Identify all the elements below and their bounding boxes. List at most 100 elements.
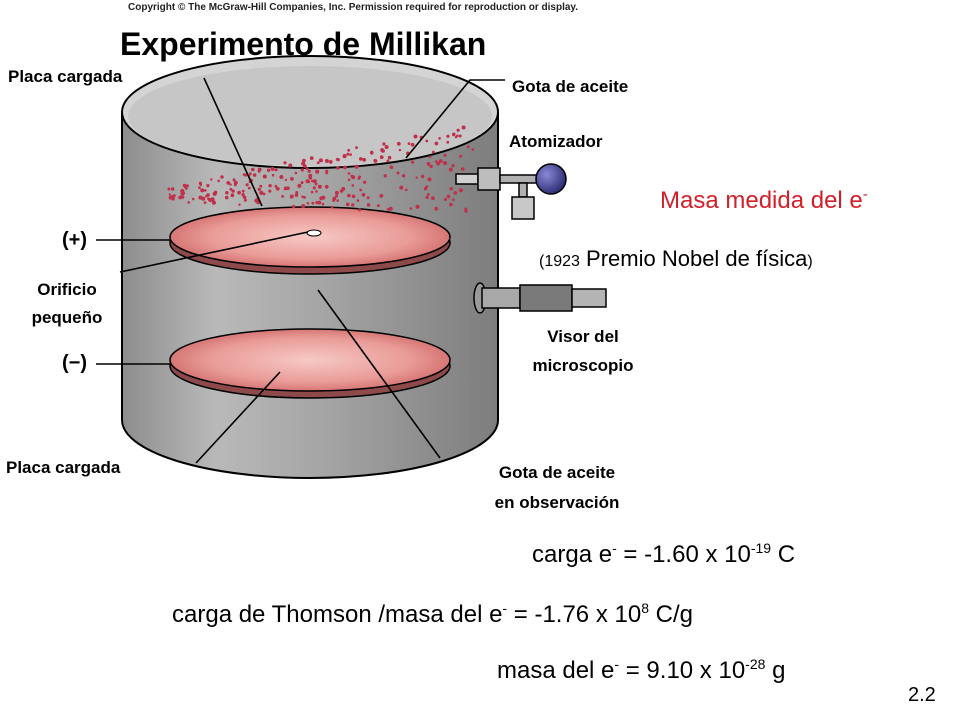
oil-droplet: [274, 184, 278, 188]
oil-droplet: [464, 209, 468, 213]
oil-droplet: [461, 167, 465, 171]
oil-droplet: [315, 190, 318, 193]
formula-mass-b: = 9.10 x 10: [619, 657, 746, 684]
oil-droplet: [434, 141, 439, 146]
upper-plate: [169, 206, 451, 268]
oil-droplet: [305, 179, 310, 184]
formula-charge-a: carga e: [532, 541, 613, 568]
oil-droplet: [446, 140, 450, 144]
oil-droplet: [446, 134, 450, 138]
oil-droplet: [328, 160, 333, 164]
formula-charge: carga e- = -1.60 x 10-19 C: [532, 540, 795, 569]
oil-droplet: [301, 195, 305, 199]
formula-thomson: carga de Thomson /masa del e- = -1.76 x …: [172, 600, 693, 629]
label-charged-plate-bottom: Placa cargada: [6, 458, 121, 477]
oil-droplet: [168, 193, 171, 196]
oil-droplet: [279, 175, 284, 179]
oil-droplet: [456, 134, 459, 138]
oil-droplet: [172, 194, 176, 198]
oil-droplet: [379, 155, 384, 160]
mass-measured-heading: Masa medida del e-: [660, 186, 868, 215]
oil-droplet: [310, 190, 314, 194]
formula-charge-b: = -1.60 x 10: [616, 541, 751, 568]
oil-droplet: [361, 192, 366, 197]
oil-droplet: [451, 164, 455, 168]
oil-droplet: [409, 207, 413, 210]
oil-droplet: [383, 174, 387, 178]
oil-droplet: [180, 191, 184, 196]
oil-droplet: [459, 154, 463, 158]
oil-droplet: [217, 179, 220, 183]
oil-droplet: [317, 184, 322, 189]
oil-droplet: [171, 187, 175, 191]
formula-thomson-c: C/g: [648, 601, 693, 628]
formula-thomson-a: carga de Thomson /masa del e: [172, 601, 503, 628]
oil-droplet: [312, 186, 316, 190]
oil-droplet: [241, 189, 245, 193]
oil-droplet: [356, 199, 360, 202]
oil-droplet: [380, 148, 384, 152]
oil-droplet: [252, 173, 257, 177]
oil-droplet: [207, 197, 210, 201]
oil-droplet: [342, 154, 347, 159]
oil-droplet: [300, 181, 304, 185]
oil-droplet: [306, 202, 310, 205]
oil-droplet: [283, 186, 288, 191]
oil-droplet: [180, 188, 185, 194]
oil-droplet: [241, 193, 245, 197]
oil-droplet: [366, 196, 370, 200]
oil-droplet: [257, 167, 262, 172]
oil-droplet: [421, 174, 425, 179]
oil-droplet: [198, 186, 201, 189]
oil-droplet: [359, 157, 363, 161]
oil-droplet: [294, 193, 299, 197]
oil-droplet: [448, 167, 453, 172]
oil-droplet: [225, 191, 229, 195]
oil-droplet: [334, 190, 339, 195]
oil-droplet: [335, 157, 339, 161]
oil-droplet: [191, 197, 195, 201]
oil-droplet: [297, 183, 302, 188]
oil-droplet: [198, 181, 202, 185]
oil-droplet: [386, 159, 390, 163]
lower-plate: [169, 328, 451, 392]
label-observed-drop-line2: en observación: [494, 493, 620, 512]
formula-thomson-b: = -1.76 x 10: [507, 601, 642, 628]
nobel-note: (1923 Premio Nobel de física): [539, 246, 813, 272]
oil-droplet: [200, 188, 205, 193]
oil-droplet: [330, 205, 334, 209]
oil-droplet: [302, 158, 306, 163]
label-small-hole-line2: pequeño: [31, 308, 103, 327]
oil-droplet: [325, 171, 328, 175]
oil-droplet: [387, 155, 392, 160]
oil-droplet: [237, 190, 242, 195]
label-microscope: Visor del microscopio: [498, 322, 668, 380]
formula-mass-a-sup: -: [614, 656, 620, 672]
oil-droplet: [170, 195, 174, 198]
oil-droplet: [302, 164, 307, 168]
oil-droplet: [289, 194, 294, 199]
label-observed-drop-line1: Gota de aceite: [498, 463, 616, 482]
oil-droplet: [413, 134, 418, 139]
oil-droplet: [201, 196, 206, 201]
oil-droplet: [429, 164, 433, 169]
oil-droplet: [316, 161, 320, 165]
label-atomizer: Atomizador: [509, 132, 603, 151]
oil-droplet: [183, 185, 187, 188]
oil-droplet: [317, 200, 321, 205]
oil-droplet: [210, 197, 215, 202]
label-negative-plate: (−): [62, 352, 87, 374]
oil-droplet: [312, 179, 317, 184]
oil-droplet: [434, 160, 438, 163]
oil-droplet: [351, 203, 355, 207]
oil-droplet: [357, 208, 361, 212]
label-microscope-line1: Visor del: [547, 327, 619, 346]
oil-droplet: [311, 201, 315, 205]
oil-droplet: [259, 190, 264, 195]
oil-droplet: [266, 168, 271, 172]
oil-droplet: [388, 206, 393, 211]
oil-droplet: [354, 164, 359, 169]
nobel-close: ): [807, 253, 813, 270]
oil-droplet: [281, 195, 284, 198]
oil-droplet: [345, 202, 350, 207]
